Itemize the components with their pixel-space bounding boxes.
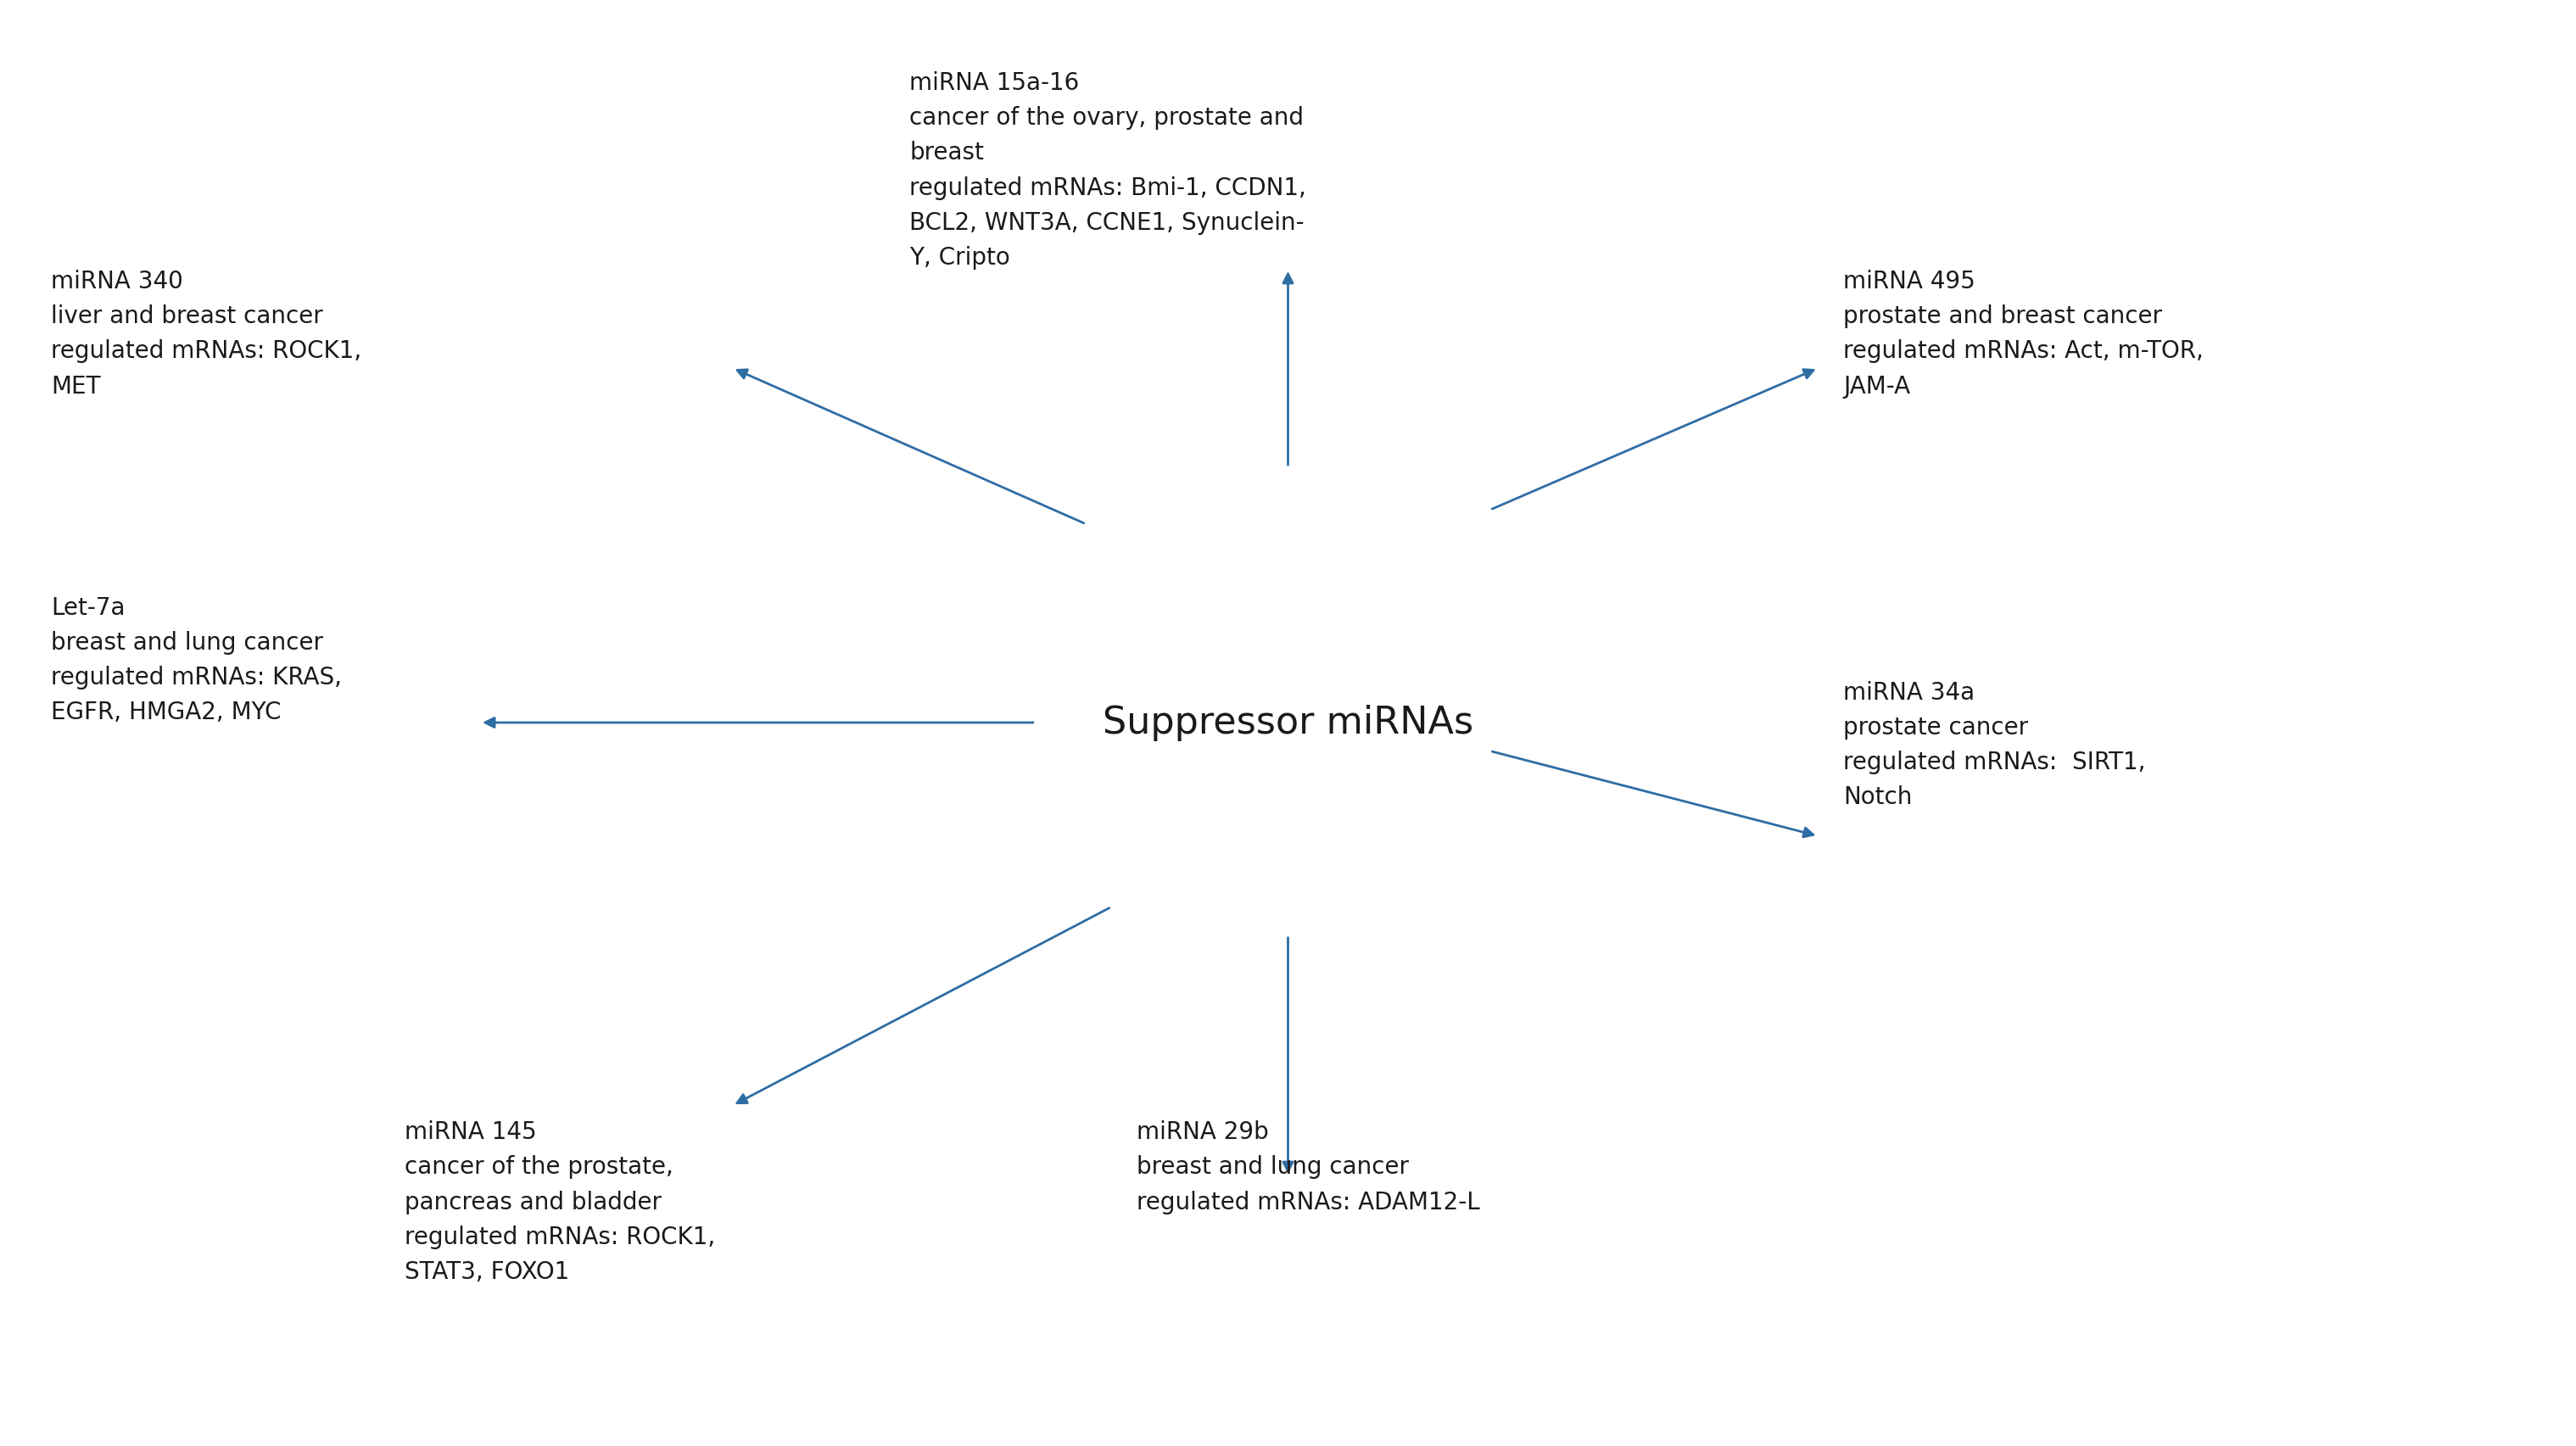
Text: miRNA 34a
prostate cancer
regulated mRNAs:  SIRT1,
Notch: miRNA 34a prostate cancer regulated mRNA… (1844, 681, 2146, 808)
Text: Suppressor miRNAs: Suppressor miRNAs (1103, 704, 1473, 742)
Text: miRNA 29b
breast and lung cancer
regulated mRNAs: ADAM12-L: miRNA 29b breast and lung cancer regulat… (1136, 1119, 1479, 1213)
Text: Let-7a
breast and lung cancer
regulated mRNAs: KRAS,
EGFR, HMGA2, MYC: Let-7a breast and lung cancer regulated … (52, 596, 343, 724)
Text: miRNA 340
liver and breast cancer
regulated mRNAs: ROCK1,
MET: miRNA 340 liver and breast cancer regula… (52, 269, 361, 398)
Text: miRNA 145
cancer of the prostate,
pancreas and bladder
regulated mRNAs: ROCK1,
S: miRNA 145 cancer of the prostate, pancre… (404, 1119, 716, 1283)
Text: miRNA 15a-16
cancer of the ovary, prostate and
breast
regulated mRNAs: Bmi-1, CC: miRNA 15a-16 cancer of the ovary, prosta… (909, 71, 1306, 269)
Text: miRNA 495
prostate and breast cancer
regulated mRNAs: Act, m-TOR,
JAM-A: miRNA 495 prostate and breast cancer reg… (1844, 269, 2202, 398)
